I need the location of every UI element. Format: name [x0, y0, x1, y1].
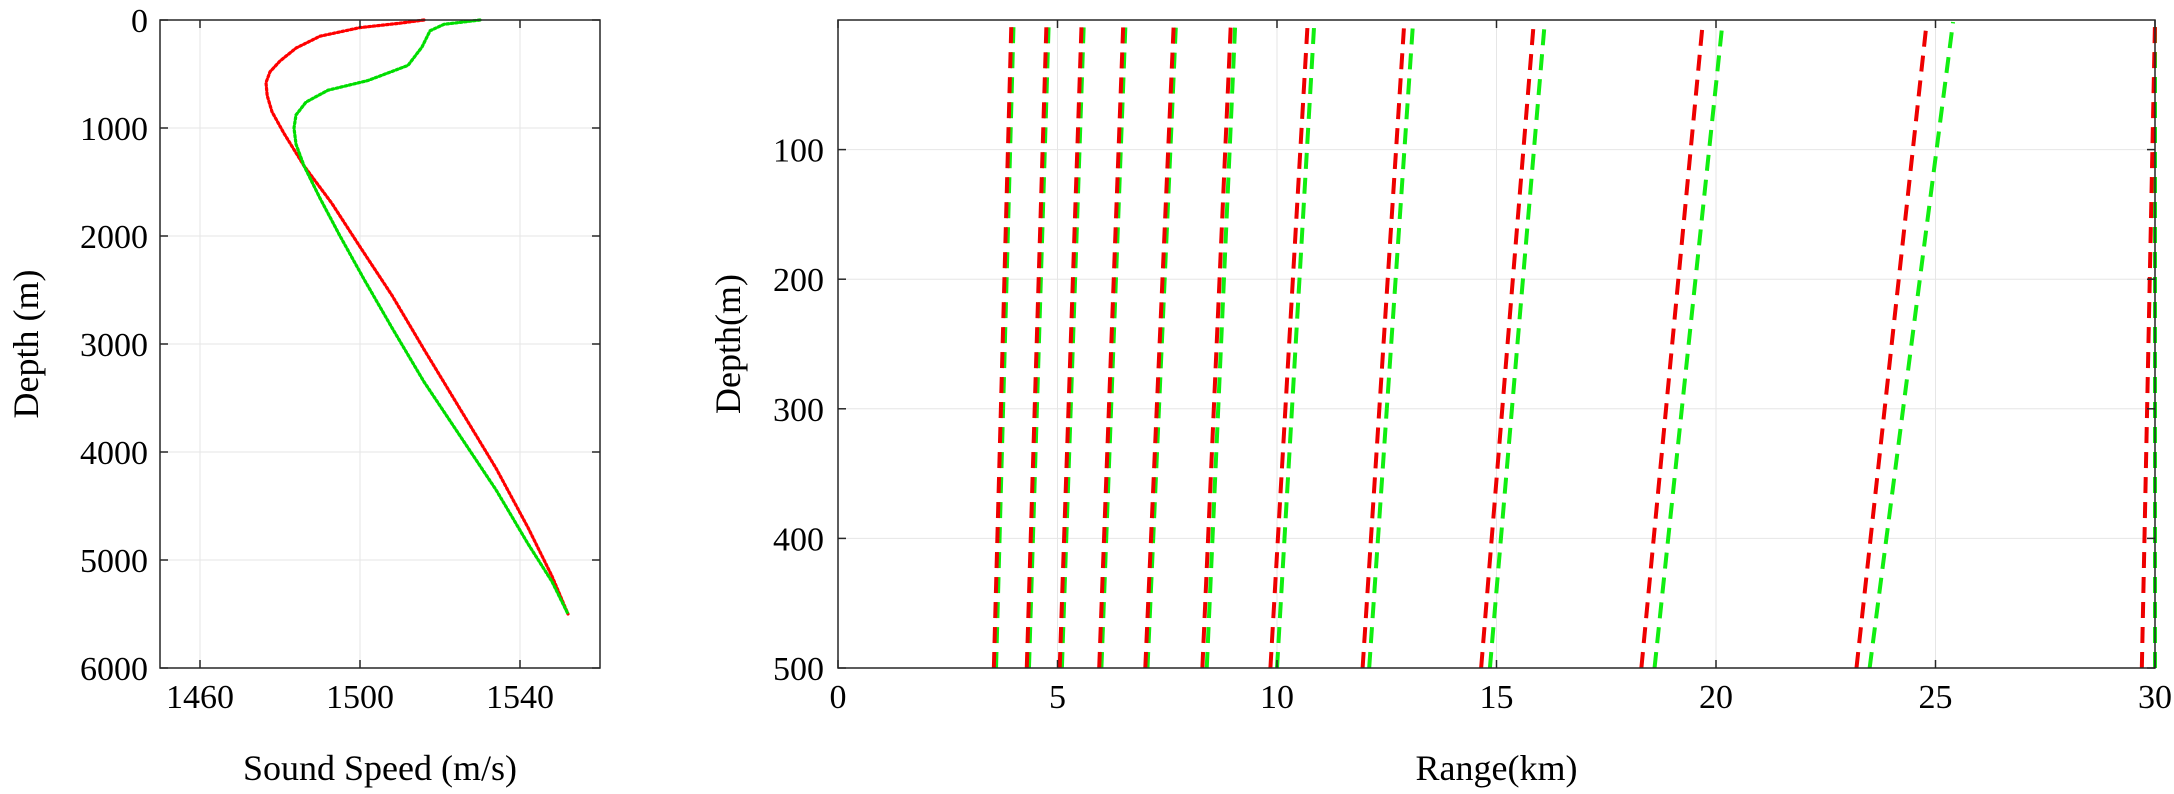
ray-red-11: [2139, 21, 2157, 669]
ssp-plot: [159, 18, 601, 669]
ray-y-axis-label: Depth(m): [708, 274, 748, 414]
ray-xtick-label: 15: [1480, 679, 1514, 716]
ray-green-7: [1367, 21, 1416, 669]
ray-red-2: [1057, 21, 1084, 669]
ssp-x-axis-label: Sound Speed (m/s): [243, 748, 517, 788]
ssp-ytick-label: 1000: [80, 111, 148, 148]
ray-xtick-label: 5: [1049, 679, 1066, 716]
ray-xtick-label: 30: [2138, 679, 2172, 716]
ssp-xtick-label: 1460: [166, 679, 234, 716]
ray-red-7: [1360, 21, 1407, 669]
ray-xtick-label: 20: [1699, 679, 1733, 716]
ray-red-10: [1854, 21, 1929, 669]
ssp-ytick-label: 3000: [80, 327, 148, 364]
ray-ytick-label: 300: [773, 392, 824, 429]
ray-ytick-label: 100: [773, 133, 824, 170]
ray-green-8: [1487, 21, 1547, 669]
ray-xtick-label: 25: [1919, 679, 1953, 716]
ray-ytick-label: 400: [773, 521, 824, 558]
ray-red-4: [1143, 21, 1176, 669]
ray-red-0: [991, 21, 1014, 669]
ray-green-0: [994, 21, 1016, 669]
ray-x-axis-label: Range(km): [1416, 748, 1578, 788]
ray-green-9: [1652, 21, 1725, 669]
ssp-ytick-label: 2000: [80, 219, 148, 256]
ssp-xtick-label: 1500: [326, 679, 394, 716]
ray-red-1: [1024, 21, 1049, 669]
ray-green-6: [1275, 21, 1317, 669]
ssp-series-0-line: [264, 18, 570, 616]
ssp-ytick-label: 4000: [80, 435, 148, 472]
ray-green-5: [1204, 21, 1238, 669]
ray-plot: [837, 19, 2157, 669]
ray-green-10: [1867, 21, 1956, 669]
ray-xtick-label: 0: [830, 679, 847, 716]
ray-ytick-label: 200: [773, 262, 824, 299]
ssp-y-axis-label: Depth (m): [6, 270, 46, 419]
ray-red-3: [1097, 21, 1126, 669]
ssp-xtick-label: 1540: [486, 679, 554, 716]
ray-green-2: [1059, 21, 1086, 669]
ssp-ytick-label: 5000: [80, 543, 148, 580]
ray-green-4: [1145, 21, 1179, 669]
ray-xtick-label: 10: [1260, 679, 1294, 716]
ssp-ytick-label: 6000: [80, 651, 148, 688]
ray-red-6: [1268, 21, 1310, 669]
ray-green-1: [1026, 21, 1051, 669]
ssp-series-1-line: [292, 18, 570, 616]
ray-red-5: [1200, 21, 1233, 669]
ray-ytick-label: 500: [773, 651, 824, 688]
ray-red-8: [1479, 21, 1536, 669]
ssp-ytick-label: 0: [131, 3, 148, 40]
ray-red-9: [1639, 21, 1705, 669]
ray-green-3: [1099, 21, 1128, 669]
